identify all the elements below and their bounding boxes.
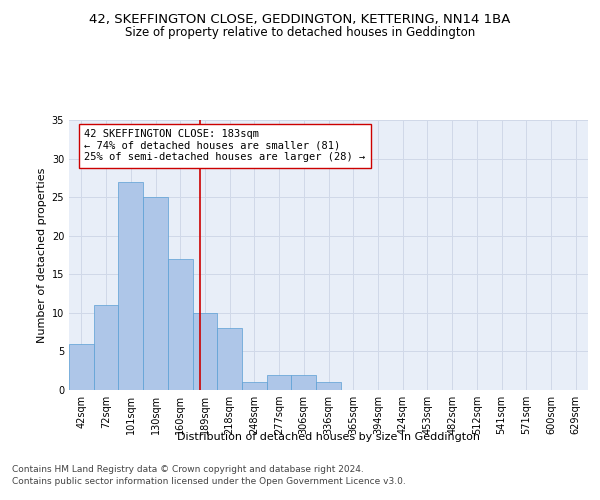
Y-axis label: Number of detached properties: Number of detached properties: [37, 168, 47, 342]
Text: Contains public sector information licensed under the Open Government Licence v3: Contains public sector information licen…: [12, 478, 406, 486]
Bar: [168, 259, 193, 390]
Bar: [217, 328, 242, 390]
Text: Contains HM Land Registry data © Crown copyright and database right 2024.: Contains HM Land Registry data © Crown c…: [12, 465, 364, 474]
Bar: [316, 382, 341, 390]
Bar: [143, 197, 168, 390]
Bar: [267, 374, 292, 390]
Bar: [242, 382, 267, 390]
Bar: [193, 313, 217, 390]
Bar: [94, 305, 118, 390]
Text: Size of property relative to detached houses in Geddington: Size of property relative to detached ho…: [125, 26, 475, 39]
Bar: [118, 182, 143, 390]
Text: Distribution of detached houses by size in Geddington: Distribution of detached houses by size …: [178, 432, 481, 442]
Text: 42, SKEFFINGTON CLOSE, GEDDINGTON, KETTERING, NN14 1BA: 42, SKEFFINGTON CLOSE, GEDDINGTON, KETTE…: [89, 12, 511, 26]
Bar: [69, 344, 94, 390]
Bar: [292, 374, 316, 390]
Text: 42 SKEFFINGTON CLOSE: 183sqm
← 74% of detached houses are smaller (81)
25% of se: 42 SKEFFINGTON CLOSE: 183sqm ← 74% of de…: [85, 130, 365, 162]
